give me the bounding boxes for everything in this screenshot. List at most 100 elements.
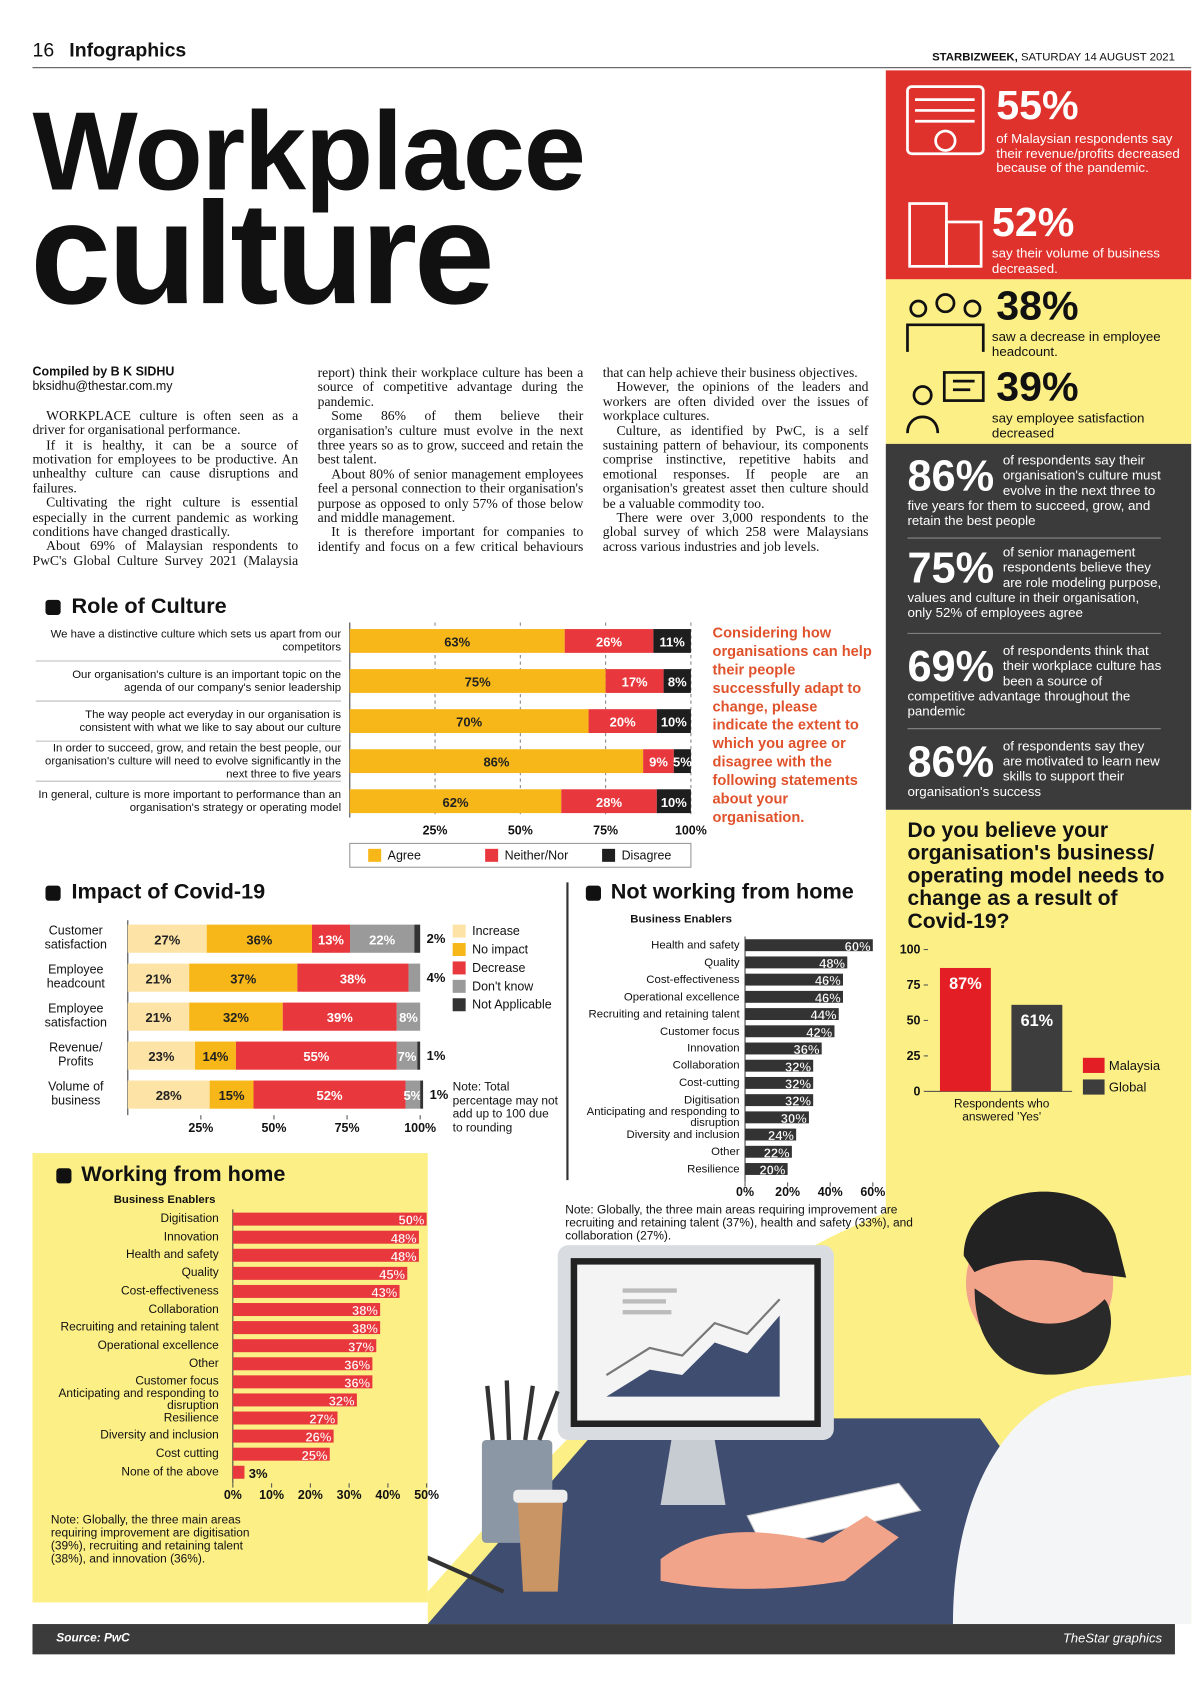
impact-covid-chart: 25% 50% 75% 100% 27% 36% 13% 22% 2% 21% 37% 38% 4% 21… — [32, 877, 563, 1148]
stat-text: of respondents think that their workplac… — [907, 643, 1162, 719]
chart-subtitle: Business Enablers — [113, 1193, 216, 1207]
headline: culture — [30, 173, 494, 335]
category-label: Employee satisfaction — [44, 1002, 107, 1030]
x-tick-label: 20% — [298, 1488, 323, 1502]
chart-note: Note: Total percentage may not add up to… — [452, 1080, 558, 1135]
category-label: Innovation — [687, 1041, 740, 1055]
category-label: Employee headcount — [46, 963, 105, 991]
bar — [232, 1230, 419, 1244]
value-label: 36% — [246, 932, 272, 947]
chart: 0% 10% 20% 30% 40% 50% 50% 48% 48% 45% 43% 38% 38% 37… — [224, 1209, 439, 1502]
stat-value: 86% — [907, 738, 995, 787]
bar-segment — [414, 924, 421, 953]
bar-segment — [349, 924, 415, 953]
legend-swatch — [1082, 1079, 1105, 1095]
chart: 0% 20% 40% 60%60%48%46%46%44%42%36%32%32%32… — [736, 936, 885, 1199]
value-label: 22% — [369, 932, 395, 947]
value-label: 1% — [427, 1048, 446, 1063]
footer-bar — [32, 1624, 1175, 1655]
value-label: 3% — [249, 1466, 268, 1481]
value-label: 14% — [202, 1049, 228, 1064]
value-label: 36% — [344, 1357, 370, 1372]
bar-segment — [656, 789, 691, 814]
chart-title: Impact of Covid-19 — [71, 880, 266, 905]
bar — [1011, 1004, 1063, 1092]
value-label: 8% — [399, 1010, 418, 1025]
x-tick-label: 50% — [262, 1121, 287, 1135]
value-label: 32% — [329, 1394, 355, 1409]
value-label: 46% — [815, 990, 841, 1005]
bar-segment — [405, 1080, 421, 1109]
value-label: 1% — [430, 1087, 449, 1102]
bar — [745, 1145, 792, 1158]
category-label: Operational excellence — [97, 1338, 219, 1352]
bar — [232, 1321, 381, 1335]
legend-label: Malaysia — [1109, 1058, 1161, 1073]
stat-value: 75% — [907, 544, 995, 593]
stat-value: 69% — [907, 643, 995, 691]
value-label: 70% — [456, 715, 482, 730]
x-tick-label: 40% — [818, 1185, 843, 1199]
bar-segment — [127, 924, 207, 953]
bar-segment — [282, 1002, 397, 1031]
paragraph: About 69% of Malaysian respondents to Pw… — [32, 364, 584, 569]
chart-title: Working from home — [81, 1162, 286, 1187]
bar — [232, 1429, 334, 1443]
value-label: 17% — [622, 675, 648, 690]
paragraph: About 80% of senior management employees… — [317, 466, 584, 526]
bar-segment — [420, 1080, 424, 1109]
value-label: 4% — [427, 970, 446, 985]
paragraph: Culture, as identified by PwC, is a self… — [602, 422, 869, 511]
value-label: 9% — [649, 755, 668, 770]
bar — [745, 990, 844, 1003]
bar — [232, 1375, 373, 1389]
category-label: In order to succeed, grow, and retain th… — [45, 741, 342, 781]
stat-value: 39% — [996, 364, 1079, 411]
title-marker — [45, 885, 61, 901]
value-label: 10% — [661, 715, 687, 730]
legend-swatch — [485, 848, 499, 862]
value-label: 26% — [596, 635, 622, 650]
value-label: 32% — [785, 1094, 811, 1109]
bar — [745, 1111, 809, 1124]
category-label: Innovation — [163, 1230, 219, 1244]
legend-label: Not Applicable — [472, 998, 552, 1012]
bar-segment — [127, 963, 190, 992]
category-label: Anticipating and responding to disruptio… — [586, 1105, 740, 1130]
bar-segment — [253, 1080, 406, 1109]
credit: TheStar graphics — [1062, 1630, 1162, 1646]
date: SATURDAY 14 AUGUST 2021 — [1020, 50, 1175, 64]
bar-segment — [653, 629, 691, 653]
y-tick-label: 25 — [907, 1049, 921, 1063]
stat-text: of senior management respondents believe… — [907, 544, 1162, 621]
value-label: 36% — [794, 1042, 820, 1057]
value-label: 32% — [785, 1059, 811, 1074]
value-label: 13% — [318, 932, 344, 947]
stat: 86% of respondents say their organisation… — [907, 453, 1165, 529]
legend-swatch — [452, 943, 466, 957]
value-label: 55% — [303, 1049, 329, 1064]
value-label: 75% — [465, 675, 491, 690]
bar — [232, 1266, 408, 1280]
bar-segment — [195, 1041, 236, 1070]
bar-segment — [564, 629, 654, 653]
bar-segment — [209, 1080, 254, 1109]
bar-segment — [189, 963, 298, 992]
category-label: The way people act everyday in our organ… — [79, 708, 342, 735]
article: Compiled by B K SIDHU bksidhu@thestar.co… — [32, 364, 869, 569]
paragraph: However, the opinions of the leaders and… — [602, 379, 869, 424]
value-label: 10% — [661, 795, 687, 810]
category-label: Respondents who answered 'Yes' — [954, 1097, 1050, 1124]
category-label: Customer focus — [659, 1024, 740, 1038]
value-label: 20% — [610, 715, 636, 730]
x-tick-label: 10% — [259, 1488, 284, 1502]
chart: 25% 50% 75% 100% 27% 36% 13% 22% 2% 21% 37% 38% 4% 21… — [127, 920, 552, 1135]
bar — [745, 1094, 814, 1107]
x-tick-label: 50% — [508, 823, 533, 837]
stat: 86% of respondents say they are motivated… — [907, 738, 1165, 799]
value-label: 62% — [443, 795, 469, 810]
value-label: 87% — [949, 975, 982, 993]
bar-segment — [189, 1002, 283, 1031]
category-label: Health and safety — [126, 1248, 219, 1262]
